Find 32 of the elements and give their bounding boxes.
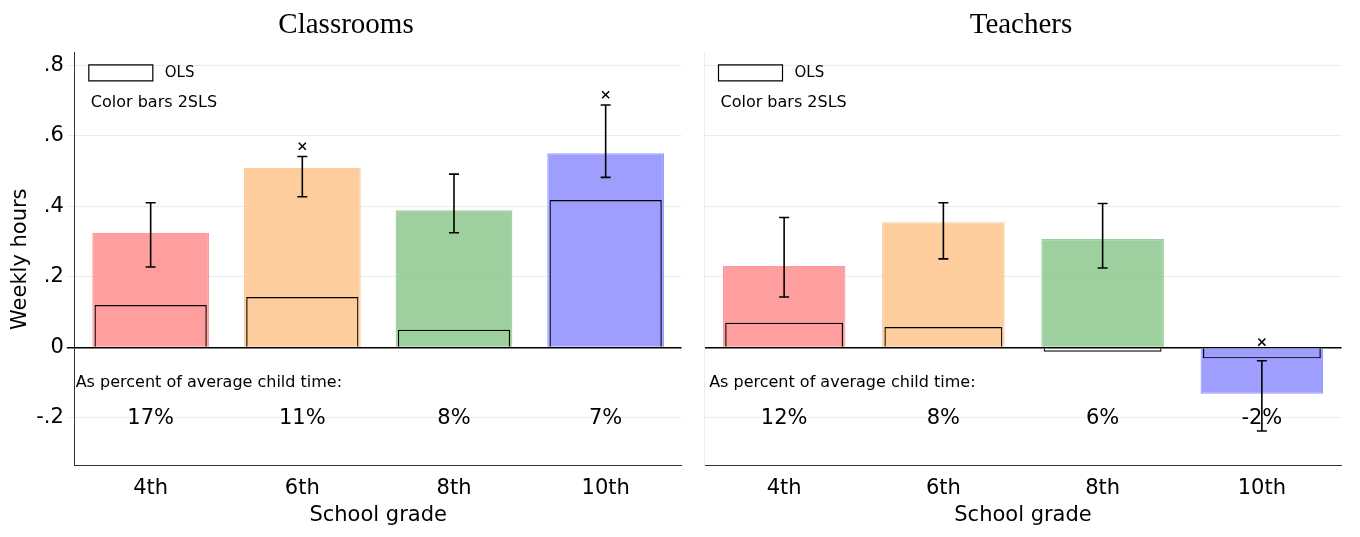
x-tick-label: 4th bbox=[133, 474, 169, 499]
annotation: 11% bbox=[278, 405, 326, 430]
annotation: As percent of average child time: bbox=[75, 372, 343, 392]
y-tick-label: .8 bbox=[43, 51, 64, 76]
annotation: 8% bbox=[926, 405, 961, 430]
y-axis-title: Weekly hours bbox=[7, 188, 32, 330]
x-tick-label: 8th bbox=[1085, 474, 1121, 499]
annotation: As percent of average child time: bbox=[709, 372, 976, 392]
chart-title: Classrooms bbox=[278, 7, 414, 40]
y-tick-label: .6 bbox=[43, 122, 64, 147]
x-tick-label: 8th bbox=[436, 474, 472, 499]
annotation: 6% bbox=[1085, 405, 1120, 430]
y-tick-label: .4 bbox=[43, 192, 64, 217]
y-tick-label: 0 bbox=[50, 333, 64, 358]
legend-label: OLS bbox=[794, 62, 825, 81]
chart-title: Teachers bbox=[969, 7, 1073, 40]
x-tick-label: 4th bbox=[766, 474, 802, 499]
x-tick-label: 6th bbox=[925, 474, 961, 499]
x-tick-label: 6th bbox=[284, 474, 320, 499]
x-axis-title: School grade bbox=[309, 501, 447, 526]
annotation: 7% bbox=[589, 405, 623, 430]
annotation: Color bars 2SLS bbox=[720, 91, 847, 111]
annotation: Color bars 2SLS bbox=[90, 91, 218, 111]
x-tick-label: 10th bbox=[1237, 474, 1287, 499]
x-axis-title: School grade bbox=[954, 501, 1092, 526]
annotation: 17% bbox=[127, 405, 174, 430]
y-tick-label: -.2 bbox=[36, 404, 64, 429]
legend-label: OLS bbox=[164, 62, 195, 81]
annotation: 8% bbox=[437, 405, 471, 430]
y-tick-label: .2 bbox=[43, 263, 64, 288]
x-tick-label: 10th bbox=[581, 474, 630, 499]
annotation: 12% bbox=[760, 405, 808, 430]
